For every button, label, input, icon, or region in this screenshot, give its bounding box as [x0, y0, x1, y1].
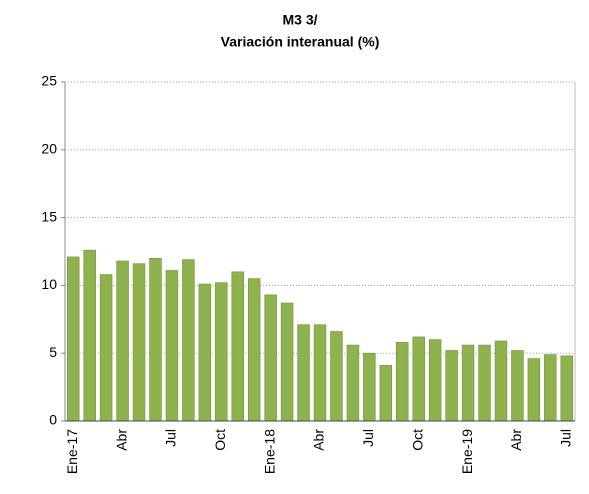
bar — [511, 350, 524, 422]
bar — [412, 336, 425, 422]
bar — [544, 354, 557, 422]
y-tick-label: 0 — [49, 412, 57, 428]
bar — [116, 260, 129, 422]
x-tick-label: Oct — [212, 429, 228, 451]
bar — [478, 344, 491, 422]
bar — [165, 270, 179, 422]
bar — [247, 278, 261, 422]
bar — [83, 249, 96, 422]
bar — [67, 256, 80, 422]
bar — [149, 257, 162, 422]
bar — [132, 263, 146, 422]
x-tick-label: Jul — [557, 429, 573, 447]
x-tick-label: Oct — [409, 429, 425, 451]
y-tick-label: 15 — [41, 208, 57, 224]
bar — [379, 365, 393, 422]
bar — [363, 352, 376, 422]
bar — [280, 302, 294, 422]
bar — [231, 271, 244, 422]
x-tick-label: Abr — [508, 429, 524, 451]
y-tick-label: 25 — [41, 73, 57, 89]
bar — [346, 344, 360, 422]
bar — [313, 324, 327, 422]
x-tick-label: Ene-18 — [261, 429, 277, 474]
bar — [560, 355, 573, 422]
bar — [494, 340, 508, 422]
bar — [198, 283, 212, 422]
bar — [182, 259, 195, 422]
bar — [396, 342, 409, 422]
bar — [264, 294, 277, 422]
bar — [527, 358, 541, 422]
x-tick-label: Ene-17 — [64, 429, 80, 474]
bar — [428, 339, 442, 422]
x-tick-label: Jul — [163, 429, 179, 447]
y-tick-label: 10 — [41, 276, 57, 292]
bar — [461, 344, 475, 422]
x-tick-label: Abr — [113, 429, 129, 451]
bar — [215, 282, 228, 422]
x-tick-label: Ene-19 — [459, 429, 475, 474]
bar — [99, 274, 113, 422]
bar — [330, 331, 343, 422]
bar — [297, 324, 310, 422]
x-tick-label: Jul — [360, 429, 376, 447]
x-tick-label: Abr — [311, 429, 327, 451]
y-tick-label: 20 — [41, 141, 57, 157]
chart-subtitle: Variación interanual (%) — [221, 34, 380, 50]
y-tick-label: 5 — [49, 344, 57, 360]
bar — [445, 350, 458, 422]
chart-title: M3 3/ — [282, 12, 317, 28]
